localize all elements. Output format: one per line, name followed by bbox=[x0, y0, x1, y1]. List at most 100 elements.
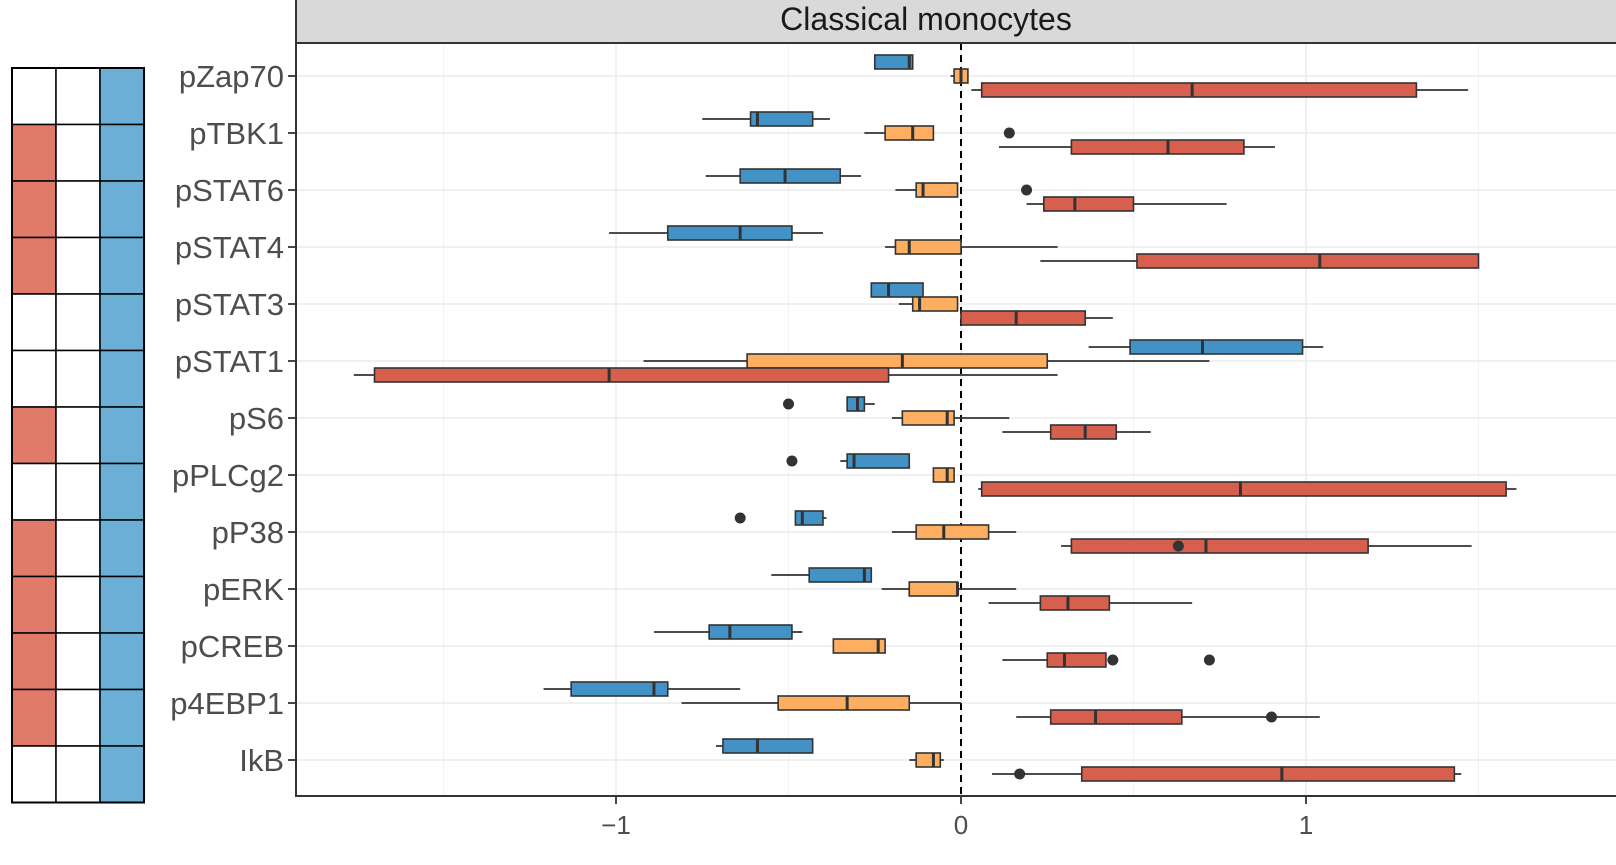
heatmap-cell bbox=[11, 349, 57, 408]
y-tick-label-pTBK1: pTBK1 bbox=[189, 116, 284, 151]
outlier-point bbox=[786, 455, 798, 467]
box-iqr bbox=[846, 396, 866, 412]
heatmap-cell bbox=[11, 745, 57, 804]
box-iqr bbox=[915, 524, 990, 540]
outlier-point bbox=[1266, 711, 1277, 723]
heatmap-cell bbox=[99, 236, 145, 295]
facet-strip bbox=[295, 0, 1616, 44]
box-iqr bbox=[915, 752, 942, 768]
heatmap-cell bbox=[11, 180, 57, 239]
box-iqr bbox=[908, 581, 959, 597]
outlier-point bbox=[1172, 540, 1184, 552]
heatmap-cell bbox=[99, 462, 145, 521]
heatmap-cell bbox=[99, 123, 145, 182]
box-iqr bbox=[870, 282, 924, 298]
heatmap-cell bbox=[55, 236, 101, 295]
box-iqr bbox=[808, 567, 873, 583]
y-tick-label-pSTAT1: pSTAT1 bbox=[175, 344, 284, 379]
box-orange-pSTAT1 bbox=[643, 353, 1210, 369]
heatmap-cell bbox=[11, 123, 57, 182]
box-iqr bbox=[749, 111, 814, 127]
y-tick-label-pSTAT6: pSTAT6 bbox=[175, 173, 284, 208]
heatmap-cell bbox=[55, 575, 101, 634]
box-iqr bbox=[980, 82, 1418, 98]
box-orange-pPLCg2 bbox=[932, 467, 955, 483]
box-orange-pS6 bbox=[892, 410, 1010, 426]
y-tick-label-pZap70: pZap70 bbox=[179, 59, 284, 94]
box-iqr bbox=[911, 296, 959, 312]
heatmap-cell bbox=[11, 462, 57, 521]
box-orange-pCREB bbox=[832, 638, 886, 654]
box-iqr bbox=[915, 182, 959, 198]
box-blue-pERK bbox=[771, 567, 873, 583]
heatmap-cell bbox=[11, 406, 57, 465]
heatmap-cell bbox=[11, 67, 57, 126]
heatmap-cell bbox=[99, 180, 145, 239]
outlier-point bbox=[783, 398, 794, 410]
heatmap-cell bbox=[55, 67, 101, 126]
box-blue-pSTAT3 bbox=[870, 282, 924, 298]
box-iqr bbox=[1046, 652, 1107, 668]
box-iqr bbox=[960, 310, 1086, 326]
heatmap-cell bbox=[55, 632, 101, 691]
box-iqr bbox=[932, 467, 955, 483]
heatmap-cell bbox=[11, 632, 57, 691]
heatmap-cell bbox=[99, 519, 145, 578]
heatmap-cell bbox=[55, 293, 101, 352]
box-iqr bbox=[832, 638, 886, 654]
heatmap-cell bbox=[99, 632, 145, 691]
box-orange-pERK bbox=[881, 581, 1017, 597]
y-tick-label-pS6: pS6 bbox=[229, 401, 284, 436]
y-tick-label-pP38: pP38 bbox=[212, 515, 284, 550]
heatmap-cell bbox=[55, 688, 101, 747]
box-orange-pP38 bbox=[892, 524, 1017, 540]
box-orange-pTBK1 bbox=[864, 125, 1015, 141]
box-orange-p4EBP1 bbox=[681, 695, 961, 711]
heatmap-cell bbox=[11, 293, 57, 352]
box-blue-pTBK1 bbox=[702, 111, 830, 127]
heatmap-cell bbox=[99, 349, 145, 408]
heatmap-cell bbox=[11, 519, 57, 578]
facet-title: Classical monocytes bbox=[780, 1, 1072, 37]
box-blue-pCREB bbox=[653, 624, 803, 640]
box-iqr bbox=[980, 481, 1507, 497]
box-iqr bbox=[746, 353, 1049, 369]
box-iqr bbox=[1136, 253, 1480, 269]
box-red-pZap70 bbox=[971, 82, 1469, 98]
box-blue-pP38 bbox=[734, 510, 827, 526]
box-iqr bbox=[873, 54, 914, 70]
outlier-point bbox=[1003, 127, 1015, 139]
box-blue-IkB bbox=[716, 738, 814, 754]
heatmap-border bbox=[11, 67, 145, 804]
y-tick-label-p4EBP1: p4EBP1 bbox=[170, 686, 284, 721]
x-axis: −1 0 1 bbox=[601, 796, 1313, 840]
box-blue-pZap70 bbox=[873, 54, 914, 70]
box-iqr bbox=[373, 367, 890, 383]
box-blue-pSTAT1 bbox=[1088, 339, 1324, 355]
box-iqr bbox=[1070, 139, 1245, 155]
box-iqr bbox=[846, 453, 911, 469]
box-orange-pSTAT4 bbox=[885, 239, 1058, 255]
heatmap-cell bbox=[55, 180, 101, 239]
x-tick-label: −1 bbox=[601, 810, 631, 840]
heatmap-cell bbox=[99, 67, 145, 126]
box-iqr bbox=[1070, 538, 1369, 554]
heatmap-cell bbox=[99, 688, 145, 747]
box-red-pP38 bbox=[1061, 538, 1472, 554]
y-tick-label-pSTAT3: pSTAT3 bbox=[175, 287, 284, 322]
boxplots bbox=[353, 54, 1517, 782]
box-iqr bbox=[1039, 595, 1111, 611]
x-tick-label: 1 bbox=[1299, 810, 1313, 840]
heatmap-cell bbox=[55, 123, 101, 182]
box-red-pSTAT3 bbox=[960, 310, 1113, 326]
box-iqr bbox=[1043, 196, 1135, 212]
heatmap-cell bbox=[99, 575, 145, 634]
heatmap-cell bbox=[55, 745, 101, 804]
box-red-pCREB bbox=[1002, 652, 1215, 668]
x-tick-label: 0 bbox=[954, 810, 968, 840]
box-red-IkB bbox=[992, 766, 1462, 782]
box-red-pERK bbox=[988, 595, 1193, 611]
box-red-pSTAT4 bbox=[1040, 253, 1480, 269]
box-blue-pS6 bbox=[783, 396, 875, 412]
